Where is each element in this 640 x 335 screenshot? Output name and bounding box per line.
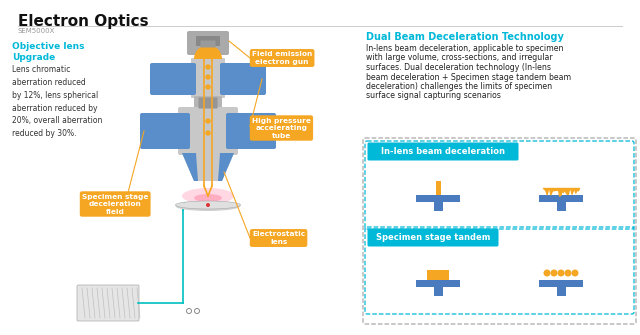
FancyBboxPatch shape — [557, 286, 566, 295]
Text: High pressure
accelerating
tube: High pressure accelerating tube — [252, 118, 311, 138]
FancyBboxPatch shape — [150, 63, 196, 95]
FancyBboxPatch shape — [427, 270, 449, 279]
Text: In-lens beam deceleration, applicable to specimen: In-lens beam deceleration, applicable to… — [366, 44, 563, 53]
FancyBboxPatch shape — [416, 195, 460, 201]
Circle shape — [557, 269, 564, 276]
Circle shape — [564, 269, 572, 276]
Text: beam deceleration + Specimen stage tandem beam: beam deceleration + Specimen stage tande… — [366, 72, 571, 81]
Text: Lens chromatic
aberration reduced
by 12%, lens spherical
aberration reduced by
2: Lens chromatic aberration reduced by 12%… — [12, 65, 102, 138]
Text: with large volume, cross-sections, and irregular: with large volume, cross-sections, and i… — [366, 54, 552, 63]
FancyBboxPatch shape — [226, 113, 276, 149]
Text: Specimen stage tandem: Specimen stage tandem — [376, 233, 490, 242]
FancyBboxPatch shape — [539, 279, 583, 286]
Text: surface signal capturing scenarios: surface signal capturing scenarios — [366, 91, 501, 100]
Ellipse shape — [175, 201, 241, 209]
Text: Objective lens
Upgrade: Objective lens Upgrade — [12, 42, 84, 62]
Text: Dual Beam Deceleration Technology: Dual Beam Deceleration Technology — [366, 32, 564, 42]
FancyBboxPatch shape — [140, 113, 190, 149]
FancyBboxPatch shape — [178, 107, 238, 155]
Text: surfaces. Dual deceleration technology (In-lens: surfaces. Dual deceleration technology (… — [366, 63, 551, 72]
FancyBboxPatch shape — [220, 63, 266, 95]
FancyBboxPatch shape — [416, 279, 460, 286]
Ellipse shape — [182, 188, 234, 204]
Polygon shape — [182, 153, 198, 181]
Text: Specimen stage
deceleration
field: Specimen stage deceleration field — [82, 194, 148, 214]
Ellipse shape — [175, 201, 241, 211]
Text: In-lens beam deceleration: In-lens beam deceleration — [381, 147, 505, 156]
Circle shape — [206, 85, 210, 89]
Circle shape — [206, 203, 210, 207]
FancyBboxPatch shape — [77, 285, 139, 321]
FancyBboxPatch shape — [433, 286, 442, 295]
Polygon shape — [182, 153, 234, 181]
FancyBboxPatch shape — [196, 36, 220, 46]
FancyBboxPatch shape — [198, 97, 218, 109]
Circle shape — [206, 119, 210, 123]
Wedge shape — [194, 45, 222, 59]
Polygon shape — [218, 153, 234, 181]
Circle shape — [543, 269, 550, 276]
Ellipse shape — [194, 194, 222, 202]
Circle shape — [206, 131, 210, 135]
FancyBboxPatch shape — [433, 201, 442, 210]
FancyBboxPatch shape — [191, 58, 225, 98]
FancyBboxPatch shape — [187, 31, 229, 55]
FancyBboxPatch shape — [539, 195, 583, 201]
FancyBboxPatch shape — [200, 41, 216, 48]
FancyBboxPatch shape — [435, 181, 440, 195]
FancyBboxPatch shape — [194, 96, 222, 110]
Circle shape — [206, 65, 210, 69]
FancyBboxPatch shape — [367, 228, 499, 247]
Text: Electron Optics: Electron Optics — [18, 14, 148, 29]
Circle shape — [206, 75, 210, 79]
Circle shape — [550, 269, 557, 276]
FancyBboxPatch shape — [367, 142, 518, 160]
Text: Field emission
electron gun: Field emission electron gun — [252, 51, 312, 65]
Circle shape — [572, 269, 579, 276]
Text: SEM5000X: SEM5000X — [18, 28, 56, 34]
FancyBboxPatch shape — [557, 201, 566, 210]
Text: Electrostatic
lens: Electrostatic lens — [252, 231, 305, 245]
Text: deceleration) challenges the limits of specimen: deceleration) challenges the limits of s… — [366, 82, 552, 91]
